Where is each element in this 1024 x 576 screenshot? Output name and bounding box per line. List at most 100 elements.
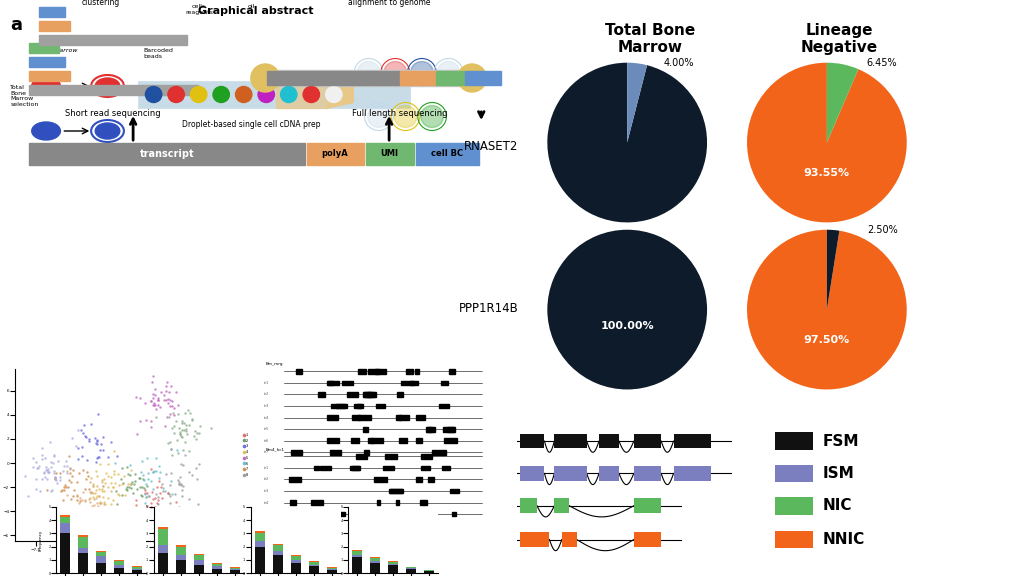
Point	[119, 486, 135, 495]
Point	[62, 495, 79, 504]
Text: 100.00%: 100.00%	[600, 321, 654, 331]
Point	[72, 494, 88, 503]
Bar	[255, 547, 265, 573]
Point	[126, 479, 142, 488]
Point	[147, 507, 164, 516]
Point	[144, 372, 161, 381]
Point	[87, 488, 103, 498]
Point	[164, 423, 180, 433]
Point	[170, 448, 186, 457]
Point	[145, 400, 162, 410]
Text: NIC: NIC	[822, 498, 852, 513]
Point	[89, 410, 105, 419]
Point	[163, 513, 179, 522]
Point	[157, 391, 173, 400]
Point	[139, 501, 156, 510]
Bar	[407, 569, 416, 573]
Point	[75, 518, 91, 527]
Point	[145, 468, 162, 477]
Point	[162, 395, 178, 404]
Bar	[273, 544, 283, 545]
Point	[60, 482, 77, 491]
Bar	[319, 465, 331, 470]
Point	[56, 483, 73, 492]
Point	[160, 488, 176, 497]
Bar	[115, 568, 124, 573]
Bar	[358, 415, 371, 420]
Point	[44, 485, 60, 494]
Point	[85, 510, 101, 520]
Point	[168, 435, 184, 445]
Circle shape	[411, 62, 433, 84]
Circle shape	[145, 86, 162, 103]
Bar	[313, 465, 319, 470]
Bar	[318, 392, 326, 397]
Bar	[391, 511, 397, 517]
Point	[188, 434, 205, 444]
Point	[140, 491, 157, 501]
Point	[84, 492, 100, 502]
Bar	[450, 488, 460, 494]
Point	[91, 491, 108, 501]
Point	[150, 499, 166, 508]
Point	[137, 486, 154, 495]
Text: Single cell gene expression
clustering: Single cell gene expression clustering	[48, 0, 153, 7]
Bar	[265, 70, 472, 86]
Bar	[212, 563, 221, 564]
Point	[178, 429, 195, 438]
Point	[91, 452, 108, 461]
Point	[175, 482, 191, 491]
Point	[104, 482, 121, 491]
Point	[159, 412, 175, 422]
Text: tr5: tr5	[263, 512, 268, 516]
Point	[134, 492, 151, 501]
Bar	[377, 500, 380, 505]
Point	[169, 445, 185, 454]
Point	[138, 481, 155, 490]
Point	[135, 471, 152, 480]
Point	[93, 499, 110, 508]
Text: NNIC: NNIC	[822, 532, 865, 547]
Bar	[401, 381, 414, 385]
Point	[85, 489, 101, 498]
Point	[161, 412, 177, 422]
Point	[162, 480, 178, 490]
Point	[73, 425, 89, 434]
Bar	[674, 434, 711, 449]
Bar	[352, 550, 362, 551]
Point	[145, 399, 162, 408]
Text: tr2: tr2	[263, 392, 268, 396]
Point	[41, 467, 57, 476]
Point	[162, 491, 178, 501]
Point	[137, 492, 154, 502]
Point	[179, 406, 196, 415]
Point	[92, 439, 109, 448]
Circle shape	[281, 86, 297, 103]
Bar	[350, 465, 359, 470]
Point	[105, 446, 122, 456]
Text: Lineage
Negative: Lineage Negative	[52, 148, 81, 159]
Text: De novo assembly,
alignment to genome: De novo assembly, alignment to genome	[348, 0, 430, 7]
Bar	[328, 381, 333, 385]
Text: 6.45%: 6.45%	[866, 58, 897, 68]
Point	[60, 452, 77, 461]
Bar	[291, 450, 302, 454]
Point	[43, 487, 59, 496]
Text: tr3: tr3	[263, 404, 268, 408]
Point	[203, 423, 219, 432]
Point	[63, 434, 80, 443]
Point	[92, 460, 109, 469]
Text: transcript: transcript	[139, 149, 195, 159]
Bar	[371, 511, 375, 517]
Point	[83, 514, 99, 523]
Point	[146, 466, 163, 475]
Point	[39, 486, 55, 495]
Point	[128, 496, 144, 505]
Point	[73, 507, 89, 516]
Point	[150, 395, 166, 404]
Point	[160, 488, 176, 498]
Bar	[158, 545, 168, 553]
Bar	[374, 477, 387, 482]
Wedge shape	[748, 63, 906, 222]
Point	[19, 491, 36, 500]
